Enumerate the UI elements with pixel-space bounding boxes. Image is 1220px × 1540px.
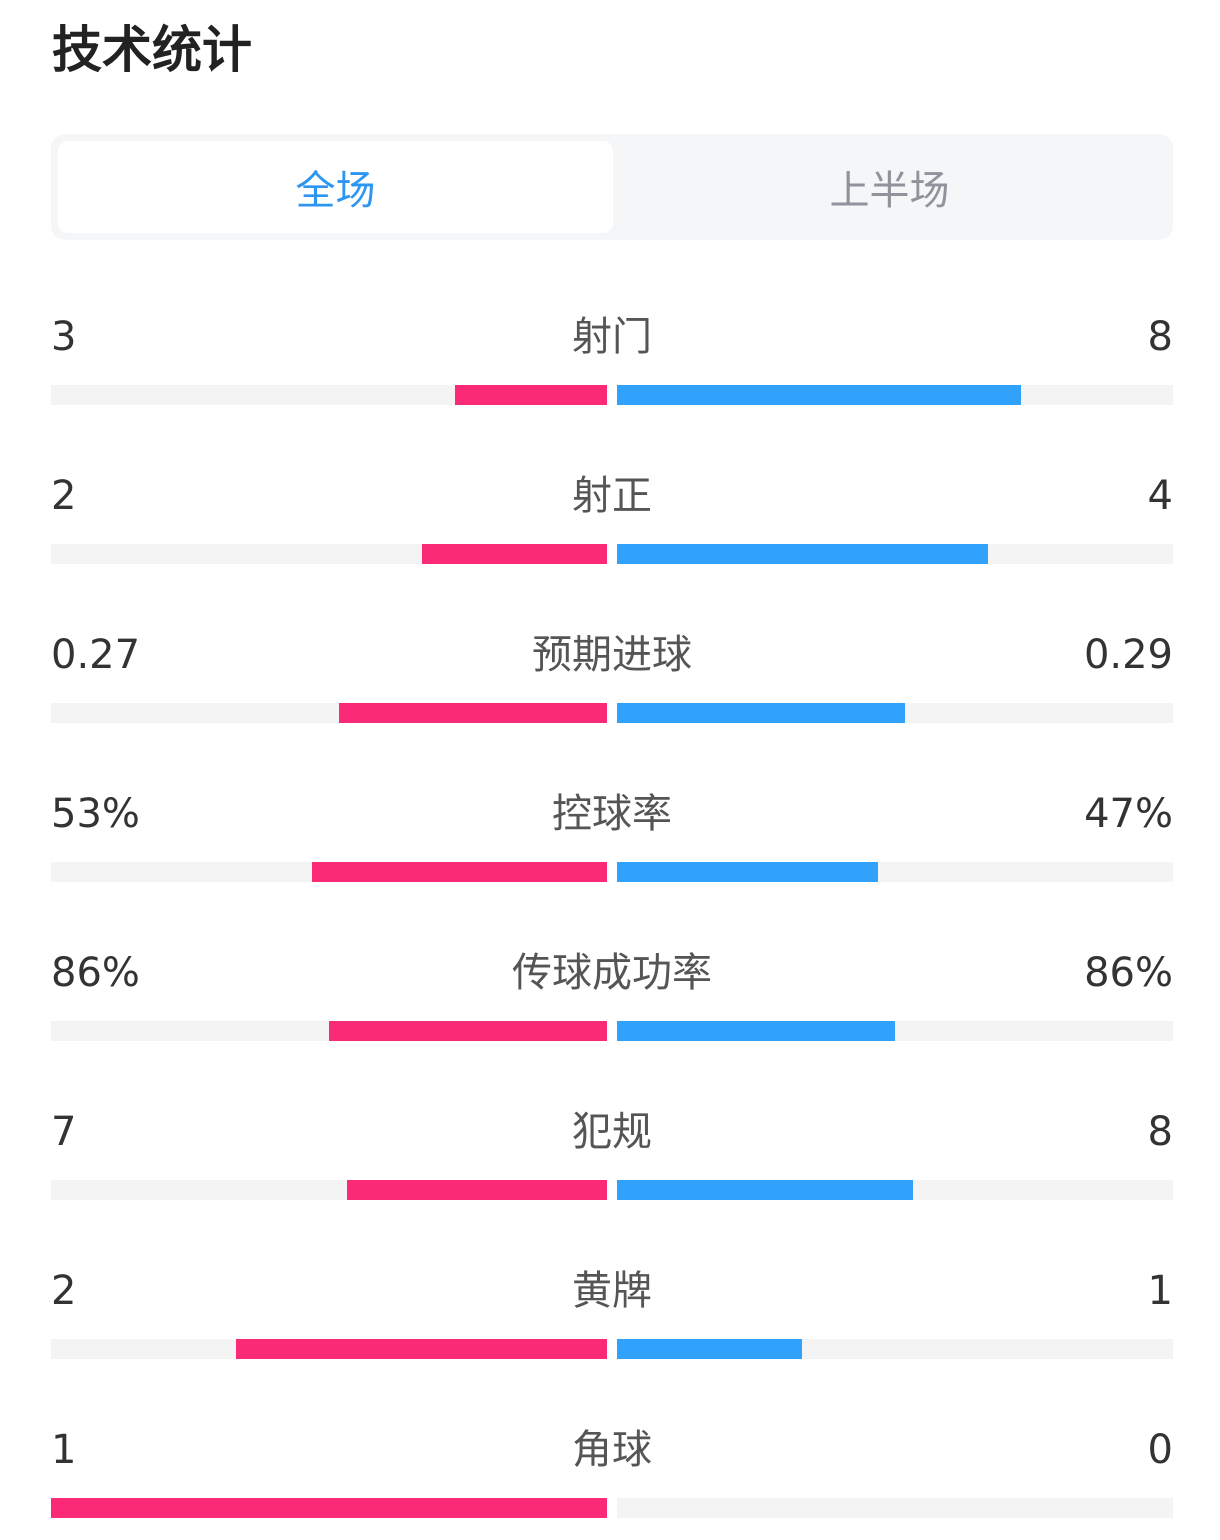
stat-row: 0.27 预期进球 0.29	[51, 603, 1173, 723]
home-bar-fill	[236, 1339, 607, 1359]
stat-home-value: 2	[51, 473, 77, 519]
away-bar-track	[617, 862, 1173, 882]
away-bar-fill	[617, 1339, 803, 1359]
home-bar-track	[51, 1180, 607, 1200]
stat-label: 犯规	[572, 1109, 652, 1155]
home-bar-track	[51, 862, 607, 882]
stat-home-value: 3	[51, 314, 77, 360]
tab-full-match[interactable]: 全场	[58, 141, 613, 233]
home-bar-track	[51, 703, 607, 723]
stat-label: 射正	[572, 473, 652, 519]
home-bar-track	[51, 385, 607, 405]
away-bar-fill	[617, 1021, 895, 1041]
home-bar-track	[51, 1339, 607, 1359]
stat-label: 预期进球	[532, 632, 692, 678]
away-bar-track	[617, 385, 1173, 405]
stat-row: 53% 控球率 47%	[51, 762, 1173, 882]
home-bar-fill	[421, 544, 607, 564]
home-bar-fill	[347, 1180, 607, 1200]
stat-home-value: 0.27	[51, 632, 141, 678]
stat-label: 控球率	[552, 791, 672, 837]
away-bar-track	[617, 1339, 1173, 1359]
stat-row: 3 射门 8	[51, 285, 1173, 405]
stat-away-value: 4	[1147, 473, 1173, 519]
home-bar-fill	[455, 385, 607, 405]
away-bar-fill	[617, 1180, 914, 1200]
stat-home-value: 2	[51, 1268, 77, 1314]
stat-away-value: 1	[1147, 1268, 1173, 1314]
stat-row: 86% 传球成功率 86%	[51, 921, 1173, 1041]
home-bar-fill	[312, 862, 607, 882]
stat-row: 2 黄牌 1	[51, 1239, 1173, 1359]
stat-home-value: 53%	[51, 791, 140, 837]
away-bar-track	[617, 544, 1173, 564]
home-bar-track	[51, 1498, 607, 1518]
page-title: 技术统计	[52, 21, 252, 79]
stat-home-value: 86%	[51, 950, 140, 996]
tab-first-half[interactable]: 上半场	[829, 168, 950, 214]
stat-away-value: 0	[1147, 1427, 1173, 1473]
home-bar-fill	[329, 1021, 607, 1041]
stat-home-value: 7	[51, 1109, 77, 1155]
stat-row: 1 角球 0	[51, 1398, 1173, 1518]
stat-away-value: 86%	[1084, 950, 1173, 996]
stat-away-value: 8	[1147, 314, 1173, 360]
home-bar-track	[51, 544, 607, 564]
stat-label: 射门	[572, 314, 652, 360]
stat-row: 2 射正 4	[51, 444, 1173, 564]
stat-away-value: 8	[1147, 1109, 1173, 1155]
away-bar-track	[617, 1021, 1173, 1041]
stat-row: 7 犯规 8	[51, 1080, 1173, 1200]
away-bar-fill	[617, 703, 905, 723]
home-bar-track	[51, 1021, 607, 1041]
period-tabs: 全场 上半场	[51, 134, 1173, 240]
away-bar-fill	[617, 544, 988, 564]
home-bar-fill	[51, 1498, 607, 1518]
away-bar-fill	[617, 862, 879, 882]
away-bar-track	[617, 1180, 1173, 1200]
stat-home-value: 1	[51, 1427, 77, 1473]
stat-away-value: 47%	[1084, 791, 1173, 837]
away-bar-track	[617, 703, 1173, 723]
stat-away-value: 0.29	[1083, 632, 1173, 678]
stat-label: 传球成功率	[512, 950, 712, 996]
stat-label: 角球	[572, 1427, 652, 1473]
away-bar-track	[617, 1498, 1173, 1518]
home-bar-fill	[339, 703, 607, 723]
stat-label: 黄牌	[572, 1268, 652, 1314]
away-bar-fill	[617, 385, 1022, 405]
